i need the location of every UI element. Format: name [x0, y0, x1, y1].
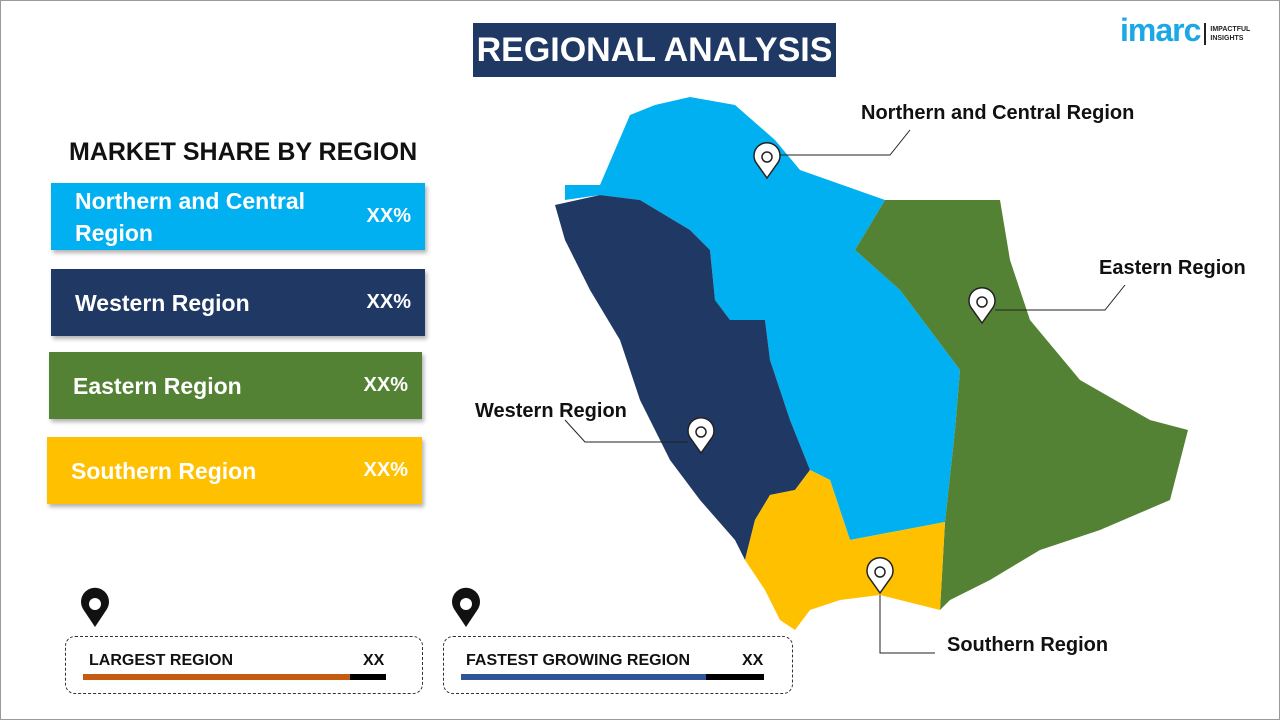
map-region-eastern — [855, 200, 1188, 610]
logo-word: imarc — [1120, 12, 1201, 48]
region-card-southern: Southern Region XX% — [47, 437, 422, 504]
leader-line-north — [780, 129, 911, 156]
page-title: REGIONAL ANALYSIS — [473, 23, 836, 77]
region-card-western: Western Region XX% — [51, 269, 425, 336]
map-label-south: Southern Region — [947, 634, 1109, 656]
fastest-region-box: FASTEST GROWING REGION XX — [443, 636, 793, 694]
largest-bar-fill — [83, 674, 350, 680]
region-card-eastern: Eastern Region XX% — [49, 352, 422, 419]
map-region-northern — [565, 97, 960, 540]
leader-line-east — [995, 284, 1126, 311]
region-name: Northern and Central Region — [75, 187, 306, 246]
map-label-north: Northern and Central Region — [861, 102, 1135, 124]
map-pin-icon — [968, 286, 996, 325]
map-region-western — [555, 195, 810, 560]
map-pin-icon — [753, 141, 781, 180]
region-name: Eastern Region — [73, 372, 242, 399]
region-name: Southern Region — [71, 457, 257, 484]
logo-tagline: INSIGHTS — [1210, 34, 1244, 42]
map-label-west: Western Region — [475, 400, 627, 422]
largest-region-box: LARGEST REGION XX — [65, 636, 423, 694]
map-label-east: Eastern Region — [1099, 257, 1246, 279]
fastest-pin-icon — [452, 587, 481, 627]
region-value: XX% — [366, 291, 411, 313]
region-value: XX% — [363, 374, 408, 396]
region-name: Western Region — [75, 289, 250, 316]
fastest-bar-fill — [461, 674, 707, 680]
largest-value: XX — [363, 652, 385, 669]
fastest-label: FASTEST GROWING REGION — [466, 652, 691, 669]
region-value: XX% — [366, 205, 411, 227]
largest-bar — [83, 674, 386, 680]
section-subtitle: MARKET SHARE BY REGION — [69, 138, 418, 166]
leader-line-south — [879, 595, 935, 654]
fastest-value: XX — [742, 652, 764, 669]
region-card-northern: Northern and Central Region XX% — [51, 183, 425, 250]
leader-line-west — [564, 419, 688, 443]
map-region-southern — [745, 470, 945, 630]
map-pin-icon — [687, 416, 715, 455]
map-pin-icon — [866, 556, 894, 595]
logo-tagline: IMPACTFUL — [1210, 25, 1251, 33]
region-value: XX% — [363, 459, 408, 481]
imarc-logo: imarc IMPACTFUL INSIGHTS — [1120, 12, 1250, 49]
largest-label: LARGEST REGION — [89, 652, 234, 669]
fastest-bar — [461, 674, 764, 680]
largest-pin-icon — [81, 587, 110, 627]
